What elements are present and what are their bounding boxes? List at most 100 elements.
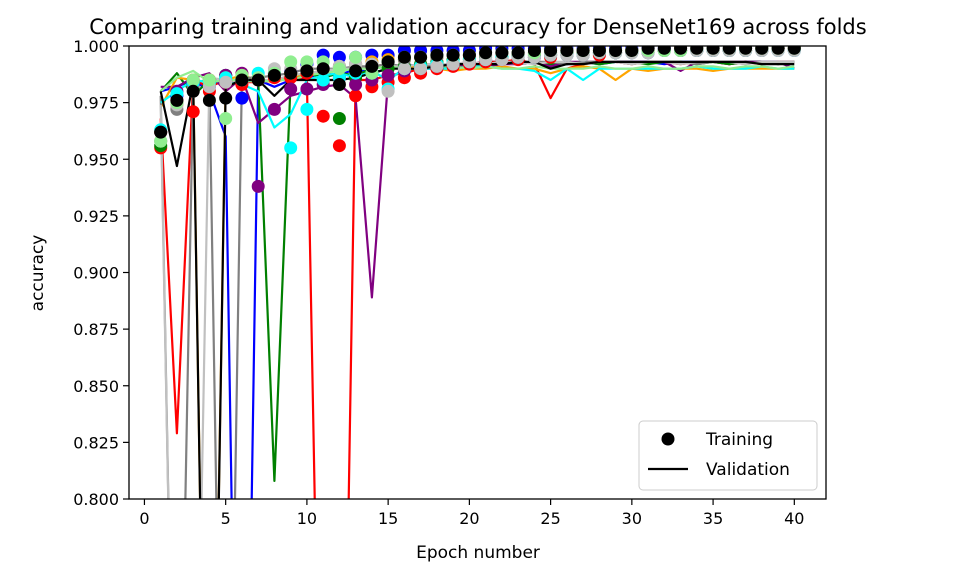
- training-point-fold-4: [349, 78, 363, 91]
- training-point-fold-10: [657, 46, 671, 55]
- training-point-fold-10: [511, 46, 525, 60]
- training-point-fold-10: [381, 55, 395, 69]
- training-point-fold-4: [381, 68, 395, 82]
- legend-training-label: Training: [705, 430, 773, 450]
- training-point-fold-4: [251, 179, 265, 193]
- y-tick-label: 0.900: [73, 264, 119, 283]
- training-point-fold-2: [186, 105, 200, 119]
- training-point-fold-10: [625, 46, 639, 57]
- training-point-fold-10: [349, 64, 363, 78]
- y-tick-label: 0.825: [73, 433, 119, 452]
- training-point-fold-10: [251, 73, 265, 87]
- training-point-fold-10: [739, 46, 753, 55]
- validation-line-fold-10: [159, 60, 795, 499]
- training-point-fold-10: [706, 46, 720, 55]
- x-tick-label: 35: [703, 509, 723, 528]
- training-point-fold-10: [332, 78, 346, 91]
- y-tick-label: 0.950: [73, 150, 119, 169]
- training-point-fold-10: [787, 46, 801, 55]
- y-tick-label: 0.975: [73, 94, 119, 113]
- y-tick-label: 1.000: [73, 37, 119, 56]
- training-point-fold-10: [235, 73, 249, 87]
- training-point-fold-10: [430, 48, 444, 62]
- training-point-fold-10: [771, 46, 785, 55]
- training-point-fold-2: [349, 89, 363, 103]
- training-point-fold-9: [332, 62, 346, 76]
- training-point-fold-10: [219, 91, 233, 105]
- training-point-fold-7: [300, 102, 314, 116]
- training-point-fold-10: [609, 46, 623, 57]
- training-point-fold-10: [446, 48, 460, 62]
- training-point-fold-10: [690, 46, 704, 55]
- training-point-fold-10: [414, 50, 428, 64]
- y-tick-label: 0.925: [73, 207, 119, 226]
- training-point-fold-10: [479, 46, 493, 60]
- y-tick-label: 0.850: [73, 377, 119, 396]
- training-point-fold-9: [186, 73, 200, 87]
- training-point-fold-10: [300, 64, 314, 78]
- training-point-fold-10: [592, 46, 606, 57]
- x-tick-label: 15: [378, 509, 398, 528]
- training-point-fold-10: [170, 93, 184, 107]
- training-point-fold-2: [332, 139, 346, 153]
- training-point-fold-8: [446, 57, 460, 71]
- training-point-fold-3: [332, 112, 346, 125]
- training-point-fold-10: [722, 46, 736, 55]
- training-point-fold-1: [332, 50, 346, 64]
- plot-layer: [154, 46, 801, 499]
- training-point-fold-9: [219, 112, 233, 125]
- training-point-fold-10: [397, 50, 411, 64]
- x-tick-label: 0: [139, 509, 149, 528]
- training-point-fold-8: [397, 62, 411, 76]
- training-point-fold-9: [202, 73, 216, 87]
- training-point-fold-8: [219, 75, 233, 89]
- y-tick-label: 0.800: [73, 490, 119, 509]
- training-point-fold-9: [300, 55, 314, 69]
- training-point-fold-10: [316, 62, 330, 76]
- training-point-fold-7: [316, 73, 330, 87]
- x-axis: 0 5 10 15 20 25 30 35 40: [139, 499, 804, 528]
- training-point-fold-4: [300, 82, 314, 96]
- training-point-fold-9: [349, 50, 363, 64]
- training-point-fold-8: [381, 84, 395, 98]
- x-tick-label: 10: [297, 509, 317, 528]
- x-tick-label: 30: [622, 509, 642, 528]
- y-axis-label: accuracy: [28, 235, 48, 312]
- training-point-fold-10: [462, 48, 476, 62]
- training-point-fold-10: [674, 46, 688, 55]
- training-point-fold-9: [284, 55, 298, 69]
- legend-box: [638, 420, 818, 491]
- training-point-fold-10: [527, 46, 541, 57]
- legend-validation-label: Validation: [706, 460, 790, 480]
- training-point-fold-7: [284, 141, 298, 155]
- training-point-fold-9: [154, 134, 168, 148]
- training-point-fold-10: [641, 46, 655, 55]
- training-point-fold-10: [576, 46, 590, 57]
- training-point-fold-10: [154, 125, 168, 139]
- legend: Training Validation: [638, 420, 818, 491]
- training-point-fold-8: [414, 62, 428, 76]
- training-point-fold-10: [544, 46, 558, 57]
- y-tick-label: 0.875: [73, 320, 119, 339]
- training-point-fold-8: [430, 59, 444, 73]
- training-point-fold-1: [235, 91, 249, 105]
- training-point-fold-10: [365, 59, 379, 73]
- x-axis-label: Epoch number: [416, 543, 540, 563]
- training-point-fold-10: [755, 46, 769, 55]
- training-point-fold-10: [284, 66, 298, 80]
- training-point-fold-4: [284, 82, 298, 96]
- x-tick-label: 25: [540, 509, 560, 528]
- chart-title: Comparing training and validation accura…: [89, 15, 866, 39]
- validation-line-fold-9: [159, 65, 795, 93]
- training-point-fold-10: [560, 46, 574, 57]
- x-tick-label: 5: [221, 509, 231, 528]
- training-point-fold-4: [267, 102, 281, 116]
- x-tick-label: 20: [459, 509, 479, 528]
- training-point-fold-10: [186, 84, 200, 98]
- training-point-fold-10: [267, 68, 281, 82]
- legend-training-marker: [661, 432, 675, 446]
- training-point-fold-10: [202, 93, 216, 107]
- training-point-fold-2: [316, 109, 330, 123]
- x-tick-label: 40: [784, 509, 804, 528]
- y-axis: 0.800 0.825 0.850 0.875 0.900 0.925 0.950 0.975…: [73, 37, 129, 509]
